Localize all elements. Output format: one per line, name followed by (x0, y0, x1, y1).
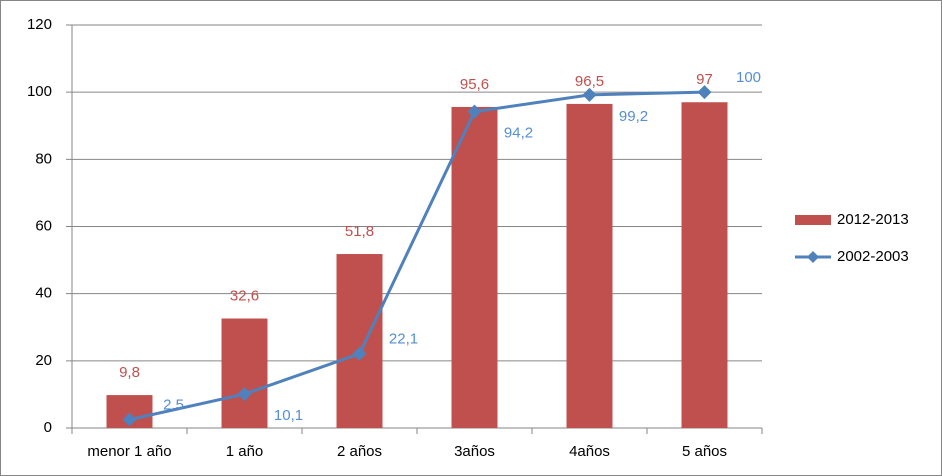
line-marker (467, 104, 482, 119)
line-value-label: 22,1 (389, 331, 418, 348)
line-marker (122, 412, 137, 427)
bar (336, 254, 383, 428)
legend-swatch (795, 215, 831, 225)
bar (681, 102, 728, 428)
bar-value-label: 95,6 (460, 76, 489, 93)
bar-value-label: 32,6 (230, 287, 259, 304)
x-tick-label: 4años (569, 443, 610, 460)
bar-value-label: 97 (696, 71, 713, 88)
bar (451, 106, 498, 429)
bar (566, 103, 613, 428)
bar (221, 318, 268, 428)
line (129, 90, 705, 422)
y-tick-label: 60 (35, 217, 52, 234)
y-tick-label: 100 (27, 83, 52, 100)
y-tick-label: 120 (27, 16, 52, 33)
legend-label: 2012-2013 (837, 211, 909, 228)
y-tick-label: 0 (44, 419, 52, 436)
legend-label: 2002-2003 (837, 248, 909, 265)
x-tick-label: 5 años (682, 443, 727, 460)
x-tick-label: 2 años (337, 443, 382, 460)
bar-value-label: 96,5 (575, 73, 604, 90)
legend-marker (807, 251, 819, 263)
line-value-label: 99,2 (619, 108, 648, 125)
x-tick-label: 3años (454, 443, 495, 460)
line-value-label: 94,2 (504, 125, 533, 142)
line-value-label: 2,5 (163, 397, 184, 414)
y-tick-label: 80 (35, 150, 52, 167)
bar-value-label: 9,8 (119, 364, 140, 381)
x-tick-label: 1 año (226, 443, 264, 460)
y-tick-label: 40 (35, 285, 52, 302)
line-marker (237, 387, 252, 402)
line-marker (582, 87, 597, 102)
x-tick-label: menor 1 año (87, 443, 171, 460)
y-tick-label: 20 (35, 352, 52, 369)
line-marker (697, 85, 712, 100)
line-value-label: 10,1 (274, 407, 303, 424)
bar-value-label: 51,8 (345, 223, 374, 240)
line-marker (352, 346, 367, 361)
line-value-label: 100 (736, 69, 761, 86)
